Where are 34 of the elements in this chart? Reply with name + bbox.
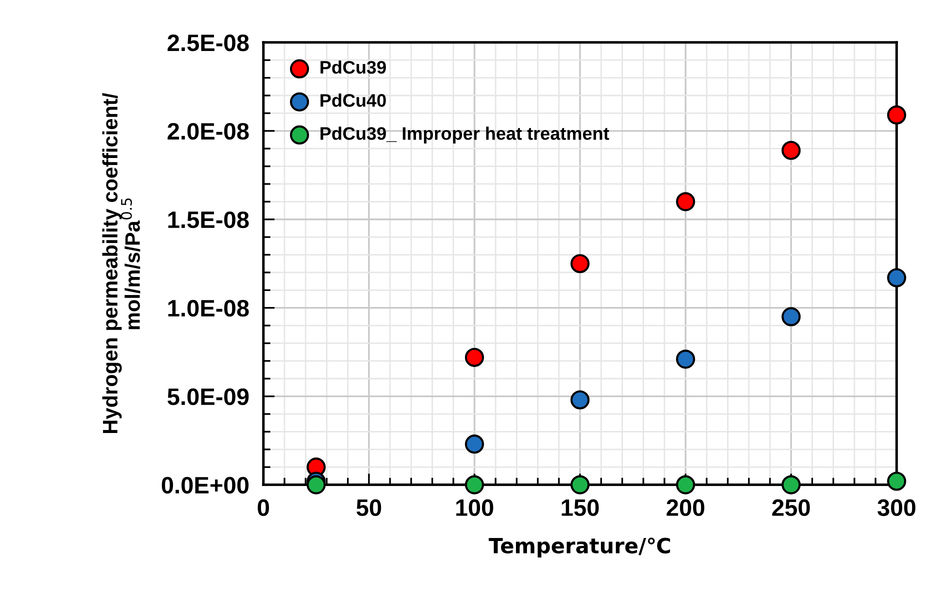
point xyxy=(887,268,906,288)
point xyxy=(887,472,906,491)
point xyxy=(464,434,484,454)
point xyxy=(676,192,696,212)
x-tick-label: 100 xyxy=(456,499,494,516)
x-tick-label: 150 xyxy=(562,499,599,516)
point xyxy=(887,105,906,125)
x-tick-label: 200 xyxy=(666,499,704,516)
y-tick-label: 2.5E-08 xyxy=(168,34,249,52)
x-tick-label: 250 xyxy=(772,499,810,516)
point xyxy=(306,475,326,494)
x-tick-label: 0 xyxy=(258,499,269,516)
point xyxy=(570,390,590,410)
point xyxy=(676,475,696,494)
y-tick-label: 1.5E-08 xyxy=(168,211,249,228)
y-tick-label: 0.0E+00 xyxy=(162,476,249,494)
y-tick-label: 1.0E-08 xyxy=(168,300,249,317)
point xyxy=(464,348,484,367)
point xyxy=(676,350,696,369)
point xyxy=(782,475,801,494)
legend-label: PdCu39_ Improper heat treatment xyxy=(320,126,610,144)
y-tick-label: 5.0E-09 xyxy=(168,388,249,406)
y-axis-title: Hydrogen permeability coefficient/ mol/m/s/Pa$^{0.5}$ xyxy=(102,93,140,433)
point xyxy=(570,254,590,274)
legend-label: PdCu40 xyxy=(320,94,386,107)
x-axis-title: Temperature/℃ xyxy=(488,538,670,558)
legend-label: PdCu39 xyxy=(320,60,386,74)
x-tick-label: 300 xyxy=(877,499,916,516)
point xyxy=(464,475,484,494)
point xyxy=(782,140,801,160)
point xyxy=(782,307,801,326)
x-tick-label: 50 xyxy=(356,499,382,516)
y-tick-label: 2.0E-08 xyxy=(168,122,249,140)
point xyxy=(570,475,590,494)
